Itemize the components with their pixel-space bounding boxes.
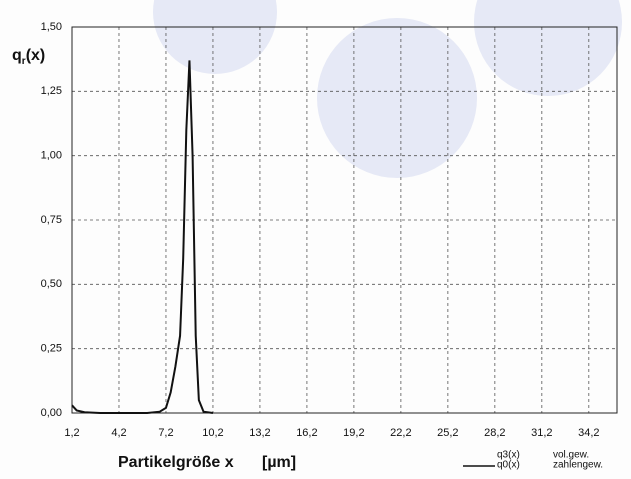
x-axis-title: Partikelgröße x bbox=[118, 454, 234, 471]
legend-symbol: q0(x) bbox=[497, 460, 520, 471]
x-tick-label: 1,2 bbox=[64, 427, 79, 439]
decor-circle bbox=[153, 0, 277, 74]
y-tick-label: 0,50 bbox=[41, 278, 62, 290]
x-tick-label: 19,2 bbox=[343, 427, 364, 439]
plot-frame bbox=[71, 26, 618, 414]
legend-label: zahlengew. bbox=[553, 460, 603, 471]
y-tick-label: 0,00 bbox=[41, 407, 62, 419]
x-tick-label: 31,2 bbox=[531, 427, 552, 439]
decor-circle bbox=[317, 18, 477, 178]
x-tick-label: 4,2 bbox=[111, 427, 126, 439]
x-tick-label: 34,2 bbox=[578, 427, 599, 439]
y-axis-title: qr(x) bbox=[12, 47, 45, 66]
y-tick-label: 1,25 bbox=[41, 85, 62, 97]
x-tick-label: 13,2 bbox=[249, 427, 270, 439]
data-line bbox=[71, 60, 214, 414]
legend-symbol: q3(x) bbox=[497, 450, 520, 461]
legend-label: vol.gew. bbox=[553, 450, 589, 461]
x-axis-unit: [µm] bbox=[262, 454, 296, 471]
x-tick-label: 16,2 bbox=[296, 427, 317, 439]
x-tick-label: 10,2 bbox=[202, 427, 223, 439]
x-tick-label: 7,2 bbox=[158, 427, 173, 439]
y-tick-label: 0,75 bbox=[41, 214, 62, 226]
y-tick-label: 0,25 bbox=[41, 343, 62, 355]
decor-circle bbox=[474, 0, 622, 96]
y-tick-label: 1,50 bbox=[41, 21, 62, 33]
x-tick-label: 28,2 bbox=[484, 427, 505, 439]
x-tick-label: 22,2 bbox=[390, 427, 411, 439]
x-tick-label: 25,2 bbox=[437, 427, 458, 439]
y-tick-label: 1,00 bbox=[41, 150, 62, 162]
